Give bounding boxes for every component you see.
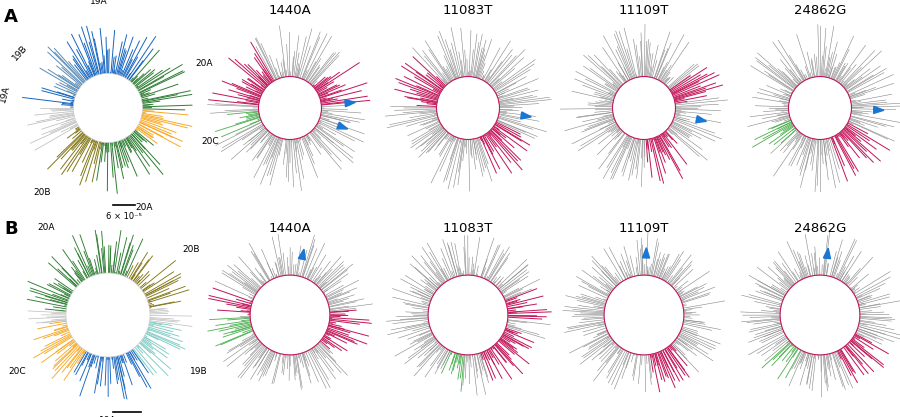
Circle shape: [428, 275, 508, 355]
Text: 20A: 20A: [195, 59, 212, 68]
Text: B: B: [4, 220, 18, 238]
Circle shape: [250, 275, 330, 355]
Text: 19A: 19A: [99, 416, 117, 417]
Text: 11109T: 11109T: [619, 4, 670, 17]
Text: 19B: 19B: [11, 43, 29, 63]
Polygon shape: [345, 100, 356, 107]
Polygon shape: [824, 248, 831, 259]
Polygon shape: [874, 106, 884, 113]
Polygon shape: [337, 122, 347, 129]
Text: 19A: 19A: [90, 0, 107, 5]
Text: 20B: 20B: [33, 188, 50, 197]
Circle shape: [604, 275, 684, 355]
Text: 11083T: 11083T: [443, 222, 493, 235]
Text: 6 × 10⁻⁵: 6 × 10⁻⁵: [106, 212, 142, 221]
Text: 19B: 19B: [190, 367, 208, 377]
Circle shape: [258, 76, 321, 140]
Circle shape: [780, 275, 859, 355]
Circle shape: [436, 76, 500, 140]
Text: 1440A: 1440A: [268, 222, 311, 235]
Text: 20C: 20C: [202, 137, 219, 146]
Text: A: A: [4, 8, 18, 26]
Text: 20C: 20C: [8, 367, 26, 377]
Circle shape: [66, 273, 150, 357]
Text: 1440A: 1440A: [268, 4, 311, 17]
Text: 24862G: 24862G: [794, 4, 846, 17]
Text: 20A: 20A: [38, 223, 55, 231]
Circle shape: [788, 76, 851, 140]
Text: 20B: 20B: [183, 246, 200, 254]
Polygon shape: [643, 248, 650, 258]
Text: 20A: 20A: [135, 203, 153, 212]
Polygon shape: [696, 116, 706, 123]
Text: 11109T: 11109T: [619, 222, 670, 235]
Circle shape: [613, 76, 676, 140]
Polygon shape: [299, 249, 305, 260]
Circle shape: [73, 73, 142, 143]
Text: 24862G: 24862G: [794, 222, 846, 235]
Text: 11083T: 11083T: [443, 4, 493, 17]
Polygon shape: [521, 112, 531, 119]
Text: 19A: 19A: [0, 84, 12, 103]
